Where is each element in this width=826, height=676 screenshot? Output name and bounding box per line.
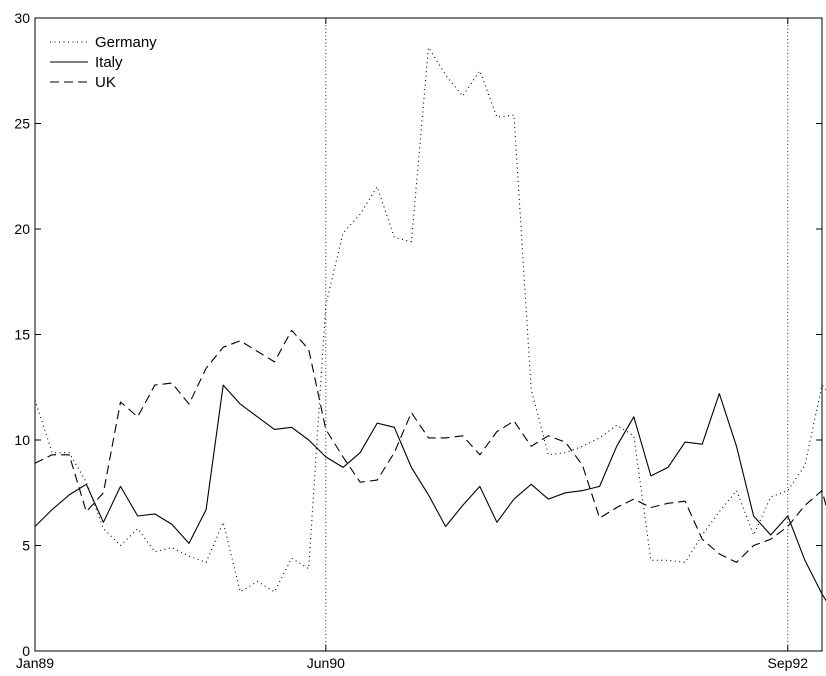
y-tick-label: 5 bbox=[22, 538, 30, 554]
y-tick-label: 25 bbox=[14, 116, 30, 132]
legend-label-uk: UK bbox=[95, 74, 116, 91]
reference-lines bbox=[325, 18, 789, 651]
x-tick-label: Jun90 bbox=[307, 655, 345, 671]
y-tick-label: 10 bbox=[14, 432, 30, 448]
x-tick-label: Sep92 bbox=[768, 655, 809, 671]
legend: Germany Italy UK bbox=[50, 34, 157, 91]
y-axis: 0 5 10 15 20 25 30 bbox=[14, 10, 822, 659]
x-axis: Jan89 Jun90 Sep92 bbox=[16, 18, 808, 671]
legend-label-italy: Italy bbox=[95, 54, 123, 71]
plot-border bbox=[34, 17, 823, 652]
y-tick-label: 15 bbox=[14, 327, 30, 343]
y-tick-label: 0 bbox=[22, 643, 30, 659]
x-tick-label: Jan89 bbox=[16, 655, 54, 671]
series-line-germany bbox=[34, 46, 826, 593]
legend-label-germany: Germany bbox=[95, 34, 157, 51]
y-tick-label: 30 bbox=[14, 10, 30, 26]
series-line-italy bbox=[34, 384, 826, 602]
series-lines bbox=[34, 46, 826, 602]
y-tick-label: 20 bbox=[14, 221, 30, 237]
plot-frame bbox=[34, 17, 823, 652]
series-line-uk bbox=[34, 329, 826, 563]
